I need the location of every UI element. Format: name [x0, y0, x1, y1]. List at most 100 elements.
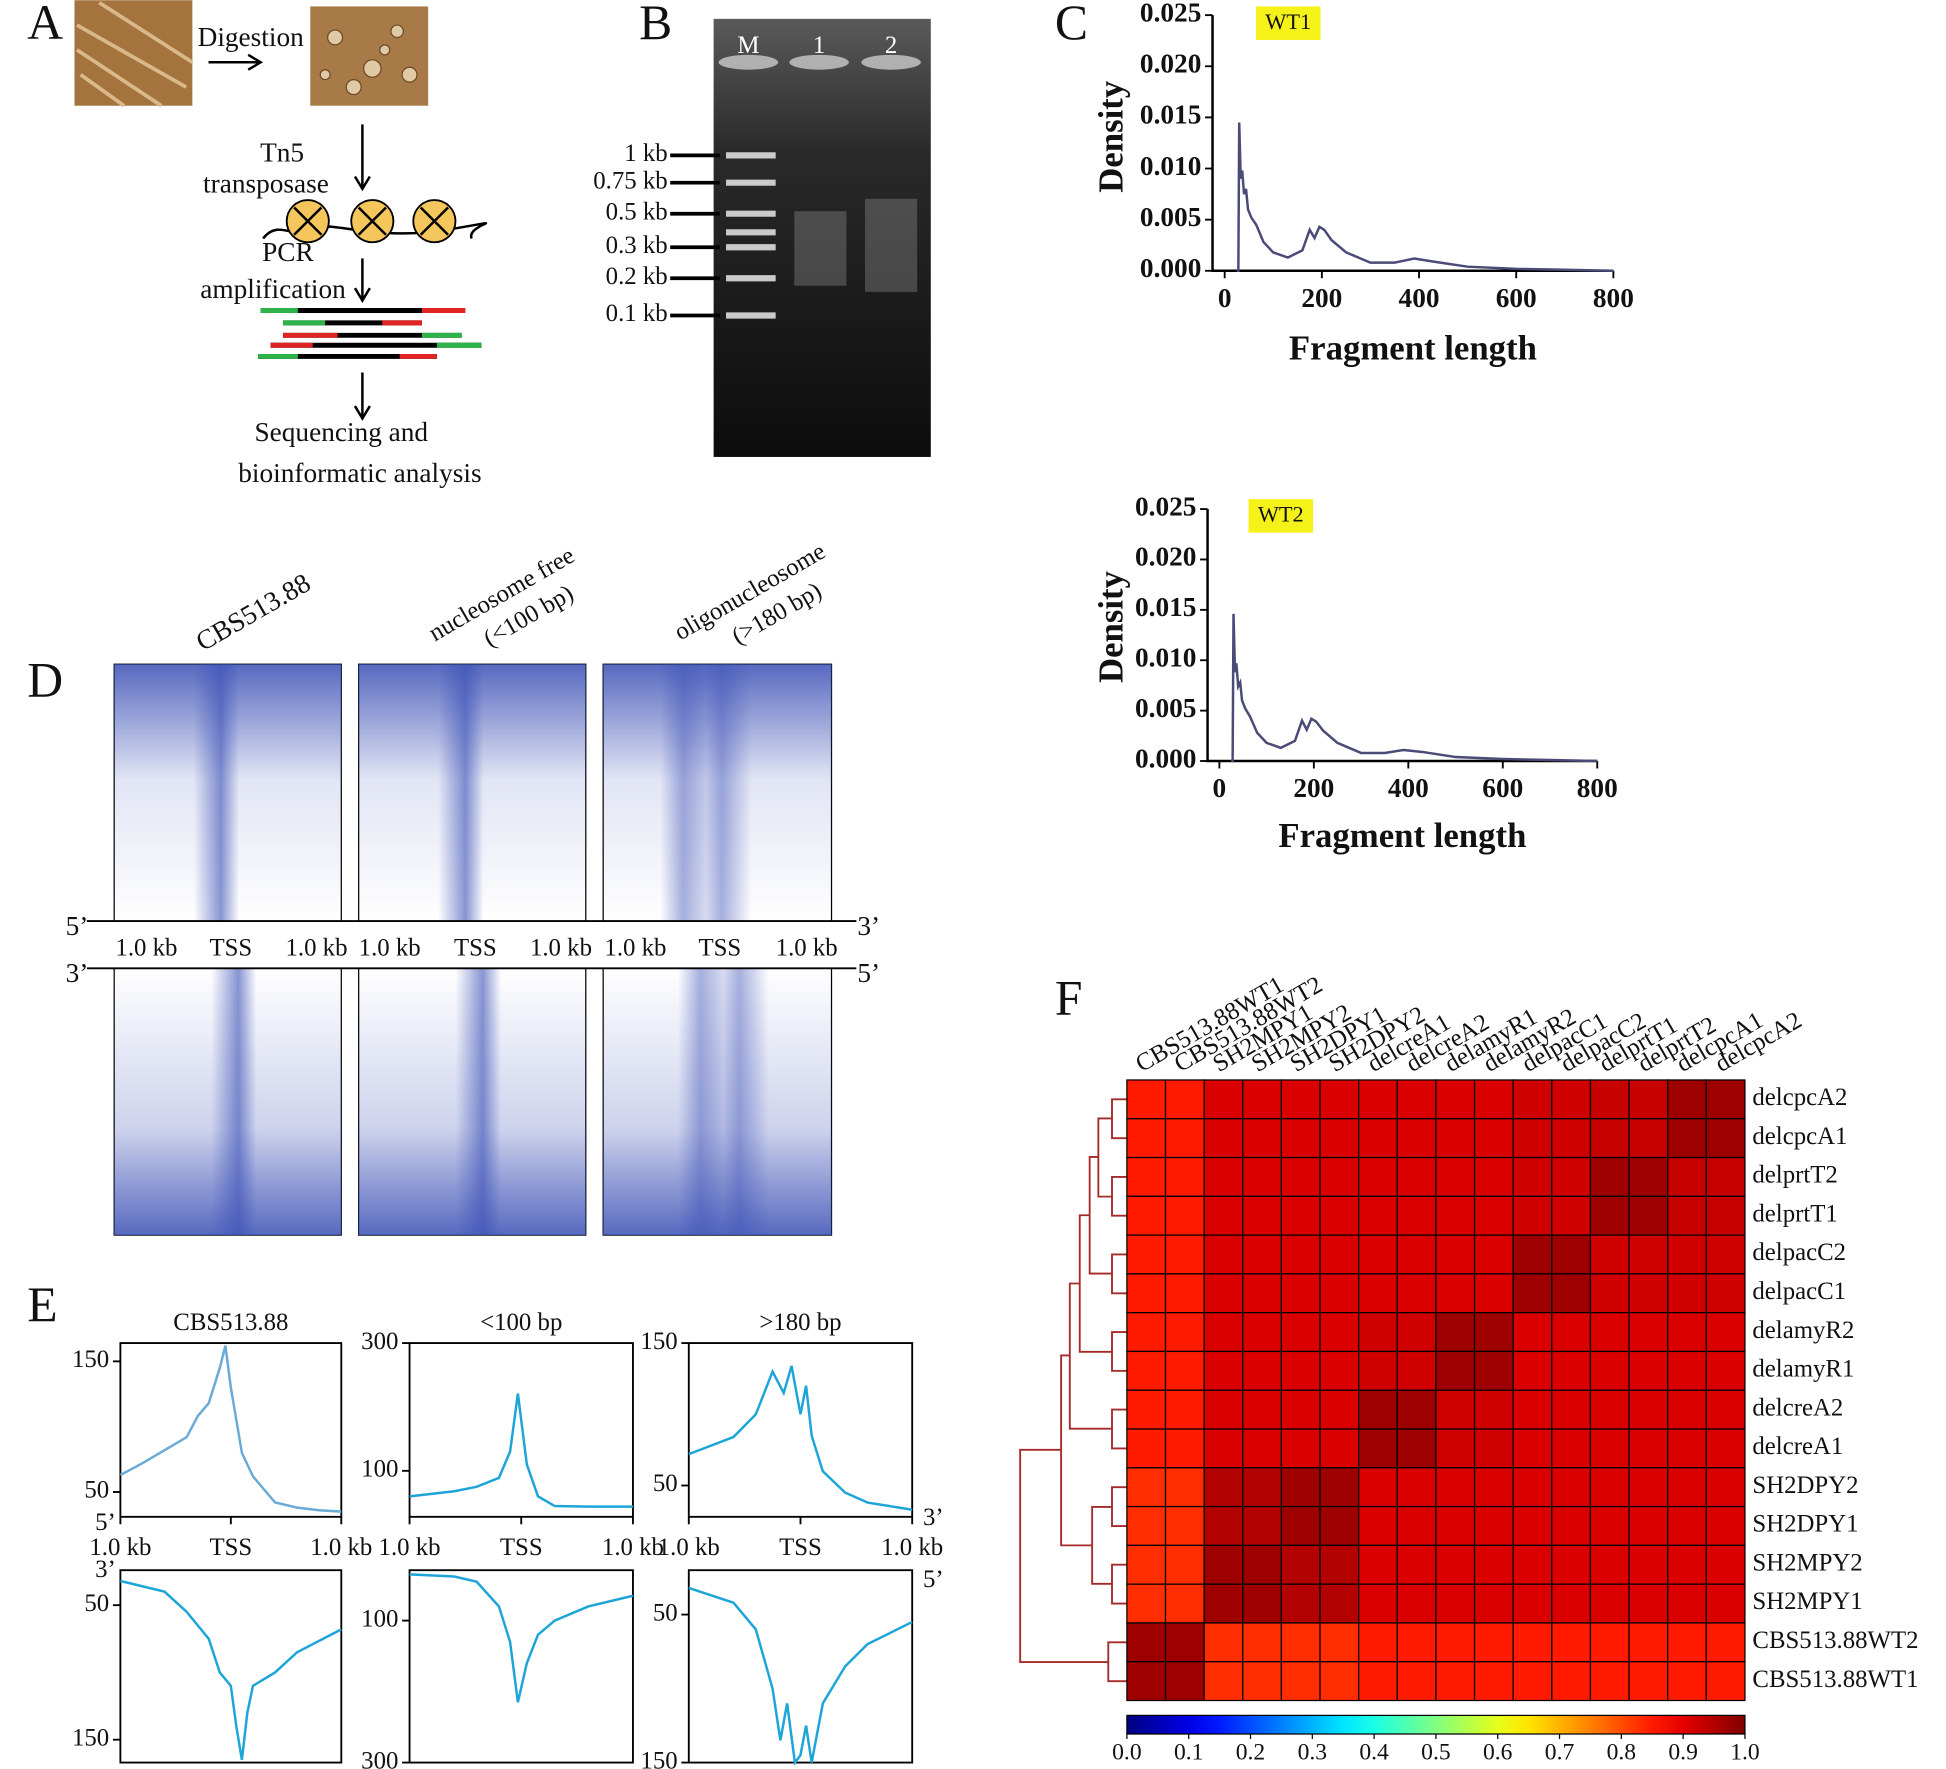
heatmap-cell — [1280, 1350, 1321, 1391]
heatmap-cell — [1203, 1156, 1244, 1197]
end-label: 3’ — [95, 1556, 116, 1583]
row-label: SH2DPY1 — [1752, 1511, 1858, 1538]
end-label: 5’ — [857, 958, 880, 988]
x-tick-label: 1.0 kb — [379, 1534, 441, 1561]
heatmap-cell — [1705, 1467, 1746, 1508]
heatmap-cell — [1396, 1350, 1437, 1391]
heatmap-cell — [1396, 1118, 1437, 1159]
heatmap-cell — [1551, 1622, 1592, 1663]
heatmap-cell — [1473, 1544, 1514, 1585]
heatmap-cell — [1512, 1156, 1553, 1197]
heatmap-cell — [1512, 1118, 1553, 1159]
heatmap-cell — [1396, 1661, 1437, 1702]
heatmap-cell — [1396, 1079, 1437, 1120]
plot-title: >180 bp — [759, 1309, 841, 1336]
heatmap-cell — [1358, 1079, 1398, 1120]
heatmap-cell — [1589, 1156, 1630, 1197]
heatmap-cell — [1589, 1273, 1630, 1314]
heatmap-cell — [1396, 1428, 1437, 1469]
heatmap-cell — [1628, 1350, 1669, 1391]
panel-label: B — [639, 0, 672, 50]
plot-title: <100 bp — [480, 1309, 562, 1336]
heatmap-cell — [1628, 1234, 1669, 1275]
heatmap-cell — [1512, 1312, 1553, 1353]
heatmap-cell — [1705, 1118, 1746, 1159]
heatmap-cell — [1164, 1079, 1205, 1120]
heatmap-cell — [1667, 1234, 1707, 1275]
tag: WT2 — [1258, 502, 1304, 527]
heatmap-cell — [1705, 1505, 1746, 1546]
heatmap-cell — [1435, 1583, 1476, 1624]
series-line — [409, 1393, 633, 1508]
well — [718, 54, 779, 70]
heatmap-cell — [1126, 1583, 1167, 1624]
x-tick-label: 800 — [1593, 283, 1634, 313]
marker-lines — [670, 153, 720, 318]
heatmap-cell — [1358, 1118, 1398, 1159]
heatmap-cell — [1164, 1661, 1205, 1702]
heatmap-cell — [1242, 1389, 1283, 1430]
heatmap-cell — [1435, 1195, 1476, 1236]
heatmap-cell — [1589, 1389, 1630, 1430]
well — [861, 54, 921, 70]
heatmap-cell — [1667, 1312, 1707, 1353]
heatmap-cell — [1358, 1505, 1398, 1546]
heatmap-cell — [1473, 1273, 1514, 1314]
heatmap-cell — [1164, 1156, 1205, 1197]
y-tick-label: 150 — [640, 1747, 677, 1769]
x-tick-label: 200 — [1301, 283, 1342, 313]
heatmap-cell — [1512, 1467, 1553, 1508]
heatmap-cell — [1164, 1583, 1205, 1624]
heatmap-cell — [1705, 1079, 1746, 1120]
y-tick-label: 0.005 — [1140, 202, 1201, 232]
heatmap-cell — [1473, 1156, 1514, 1197]
heatmap-cell — [1203, 1661, 1244, 1702]
x-tick-label: 0 — [1218, 283, 1232, 313]
heatmap-cell — [1512, 1583, 1553, 1624]
heatmap-cell — [1551, 1079, 1592, 1120]
heatmap-cell — [1242, 1505, 1283, 1546]
heatmap-cell — [1319, 1583, 1360, 1624]
y-tick-label: 50 — [84, 1590, 109, 1617]
heatmap-cell — [1435, 1428, 1476, 1469]
heatmaps-d: CBS513.88 nucleosome free(<100 bp) oligo… — [66, 538, 880, 1236]
heatmap-cell — [1589, 1195, 1630, 1236]
plot-frame — [408, 1569, 634, 1764]
heatmap-cell — [1628, 1312, 1669, 1353]
row-label: delamyR2 — [1752, 1317, 1854, 1344]
heatmap-cell — [1280, 1156, 1321, 1197]
heatmap-cell — [1280, 1312, 1321, 1353]
heatmap-cell — [1473, 1622, 1514, 1663]
heatmap-cell — [1319, 1273, 1360, 1314]
heatmap-cell — [1589, 1428, 1630, 1469]
axis — [1211, 15, 1614, 273]
plot-frame — [119, 1569, 343, 1764]
x-axis-label: Fragment length — [1289, 328, 1537, 367]
heatmap-cell — [1667, 1079, 1707, 1120]
heatmap-cell — [1435, 1389, 1476, 1430]
colorbar-tick-label: 1.0 — [1730, 1739, 1759, 1765]
heatmap-cell — [1551, 1467, 1592, 1508]
heatmap-cell — [1705, 1350, 1746, 1391]
marker-label: 0.5 kb — [606, 198, 668, 225]
heatmap-cell — [1551, 1195, 1592, 1236]
micrograph — [310, 6, 429, 106]
step-label: PCR — [262, 237, 314, 267]
heatmap-cell — [1512, 1661, 1553, 1702]
heatmap-cell — [1551, 1234, 1592, 1275]
heatmap-cell — [1358, 1350, 1398, 1391]
heatmap-cell — [1667, 1389, 1707, 1430]
heatmap-cell — [1242, 1195, 1283, 1236]
heatmap-cell — [1512, 1195, 1553, 1236]
heatmap-cell — [1126, 1544, 1167, 1585]
row-label: SH2DPY2 — [1752, 1472, 1858, 1499]
lane-label: M — [737, 32, 759, 59]
tag-box — [1248, 499, 1314, 533]
row-label: delprtT2 — [1752, 1162, 1837, 1189]
end-label: 3’ — [66, 958, 89, 988]
heatmap-cell — [1705, 1195, 1746, 1236]
axis — [1206, 509, 1598, 763]
profile-heatmap — [113, 663, 849, 1236]
heatmap-cell — [1473, 1389, 1514, 1430]
row-label: delcreA1 — [1752, 1433, 1843, 1460]
